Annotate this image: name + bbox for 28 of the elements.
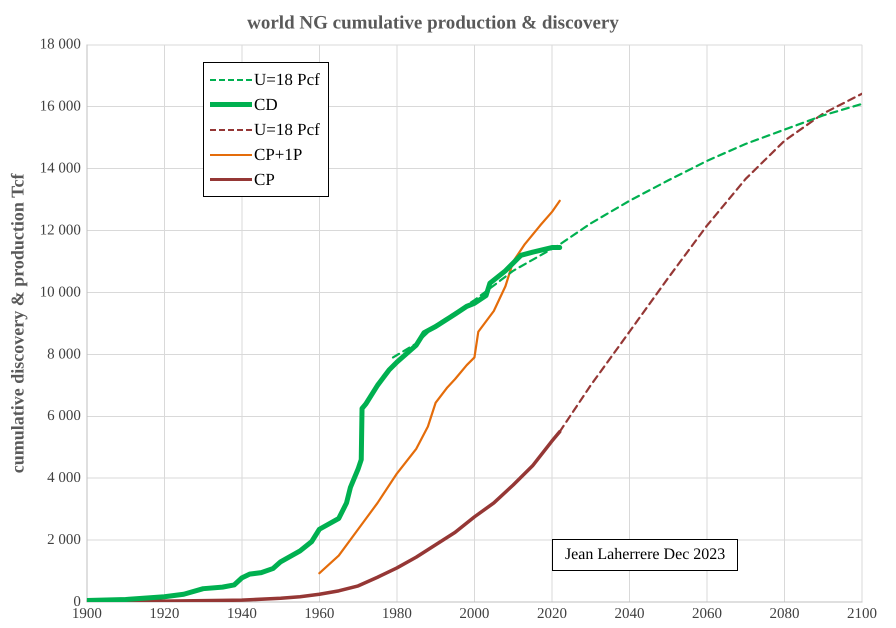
y-tick-label: 16 000 xyxy=(40,98,81,115)
y-tick-label: 18 000 xyxy=(40,36,81,53)
x-tick-label: 1940 xyxy=(226,606,257,622)
x-tick-label: 2060 xyxy=(692,606,722,622)
legend-label: U=18 Pcf xyxy=(254,120,320,140)
y-tick-label: 10 000 xyxy=(40,284,81,300)
annotation: Jean Laherrere Dec 2023 xyxy=(552,539,738,571)
y-tick-label: 6 000 xyxy=(47,408,81,424)
legend-label: CP xyxy=(254,170,275,190)
y-tick-label: 4 000 xyxy=(47,470,81,486)
y-tick-label: 8 000 xyxy=(47,346,81,362)
x-tick-label: 1960 xyxy=(304,606,334,622)
y-axis-title: cumulative discovery & production Tcf xyxy=(7,172,28,474)
x-tick-label: 1900 xyxy=(72,606,102,622)
legend-label: U=18 Pcf xyxy=(254,70,320,90)
x-tick-label: 1980 xyxy=(382,606,412,622)
x-tick-label: 2020 xyxy=(536,606,567,622)
x-tick-label: 2080 xyxy=(769,606,800,622)
y-tick-label: 12 000 xyxy=(40,222,81,238)
x-tick-label: 2000 xyxy=(459,606,490,622)
x-tick-label: 2100 xyxy=(847,606,877,622)
y-tick-label: 2 000 xyxy=(47,532,81,548)
legend-label: CP+1P xyxy=(254,144,302,164)
legend-label: CD xyxy=(254,94,278,114)
chart-title: world NG cumulative production & discovery xyxy=(247,12,620,34)
x-tick-label: 1920 xyxy=(149,606,180,622)
x-tick-label: 2040 xyxy=(614,606,644,622)
y-tick-label: 14 000 xyxy=(40,160,81,177)
